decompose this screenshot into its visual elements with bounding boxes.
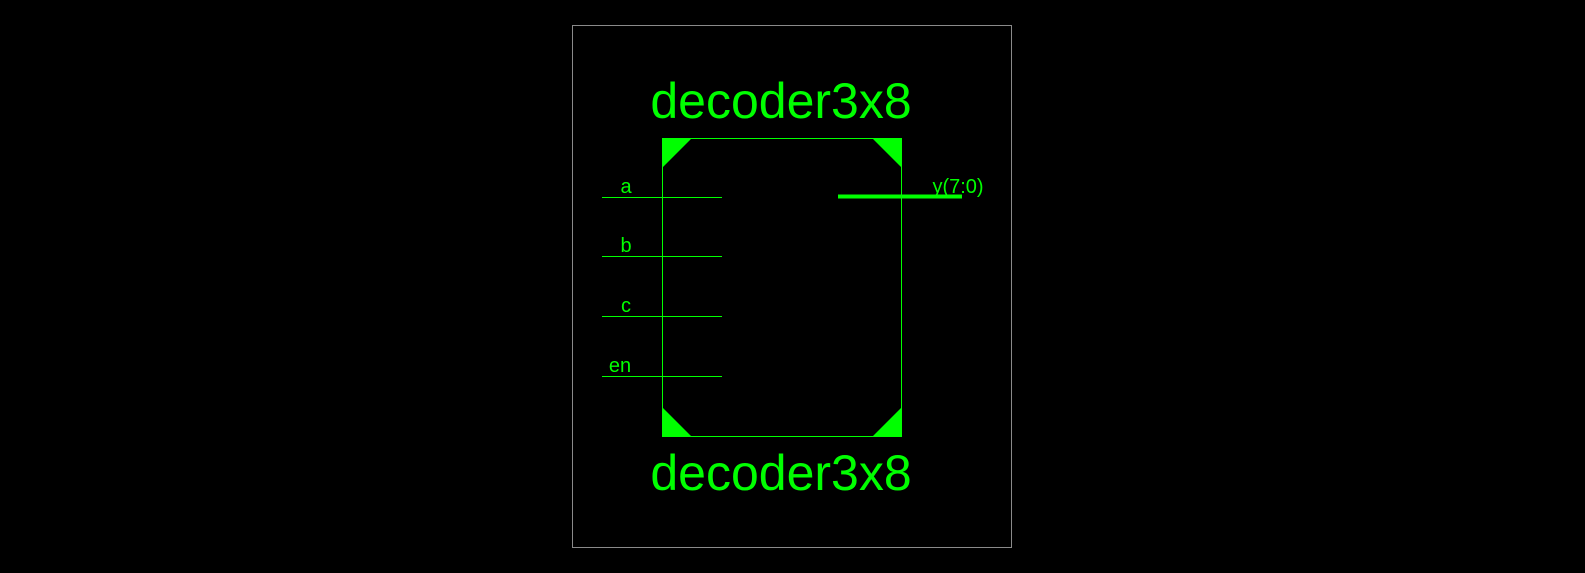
corner-marker-bottom-left <box>662 407 692 437</box>
corner-marker-bottom-right <box>872 407 902 437</box>
input-pin-en[interactable]: en <box>602 355 722 377</box>
pin-label-a: a <box>620 176 632 198</box>
corner-marker-top-right <box>872 138 902 168</box>
symbol-body[interactable] <box>662 138 902 437</box>
input-pin-b[interactable]: b <box>602 235 722 257</box>
pin-label-b: b <box>620 235 631 257</box>
pin-label-c: c <box>621 295 631 317</box>
corner-marker-top-left <box>662 138 692 168</box>
pin-label-en: en <box>609 355 631 377</box>
input-pin-c[interactable]: c <box>602 295 722 317</box>
sheet-border <box>572 25 1012 548</box>
symbol-name-bottom: decoder3x8 <box>650 445 911 501</box>
symbol-name-top: decoder3x8 <box>650 73 911 129</box>
pin-label-y: y(7:0) <box>932 176 983 198</box>
input-pin-a[interactable]: a <box>602 176 722 198</box>
output-pin-y[interactable]: y(7:0) <box>838 176 984 199</box>
